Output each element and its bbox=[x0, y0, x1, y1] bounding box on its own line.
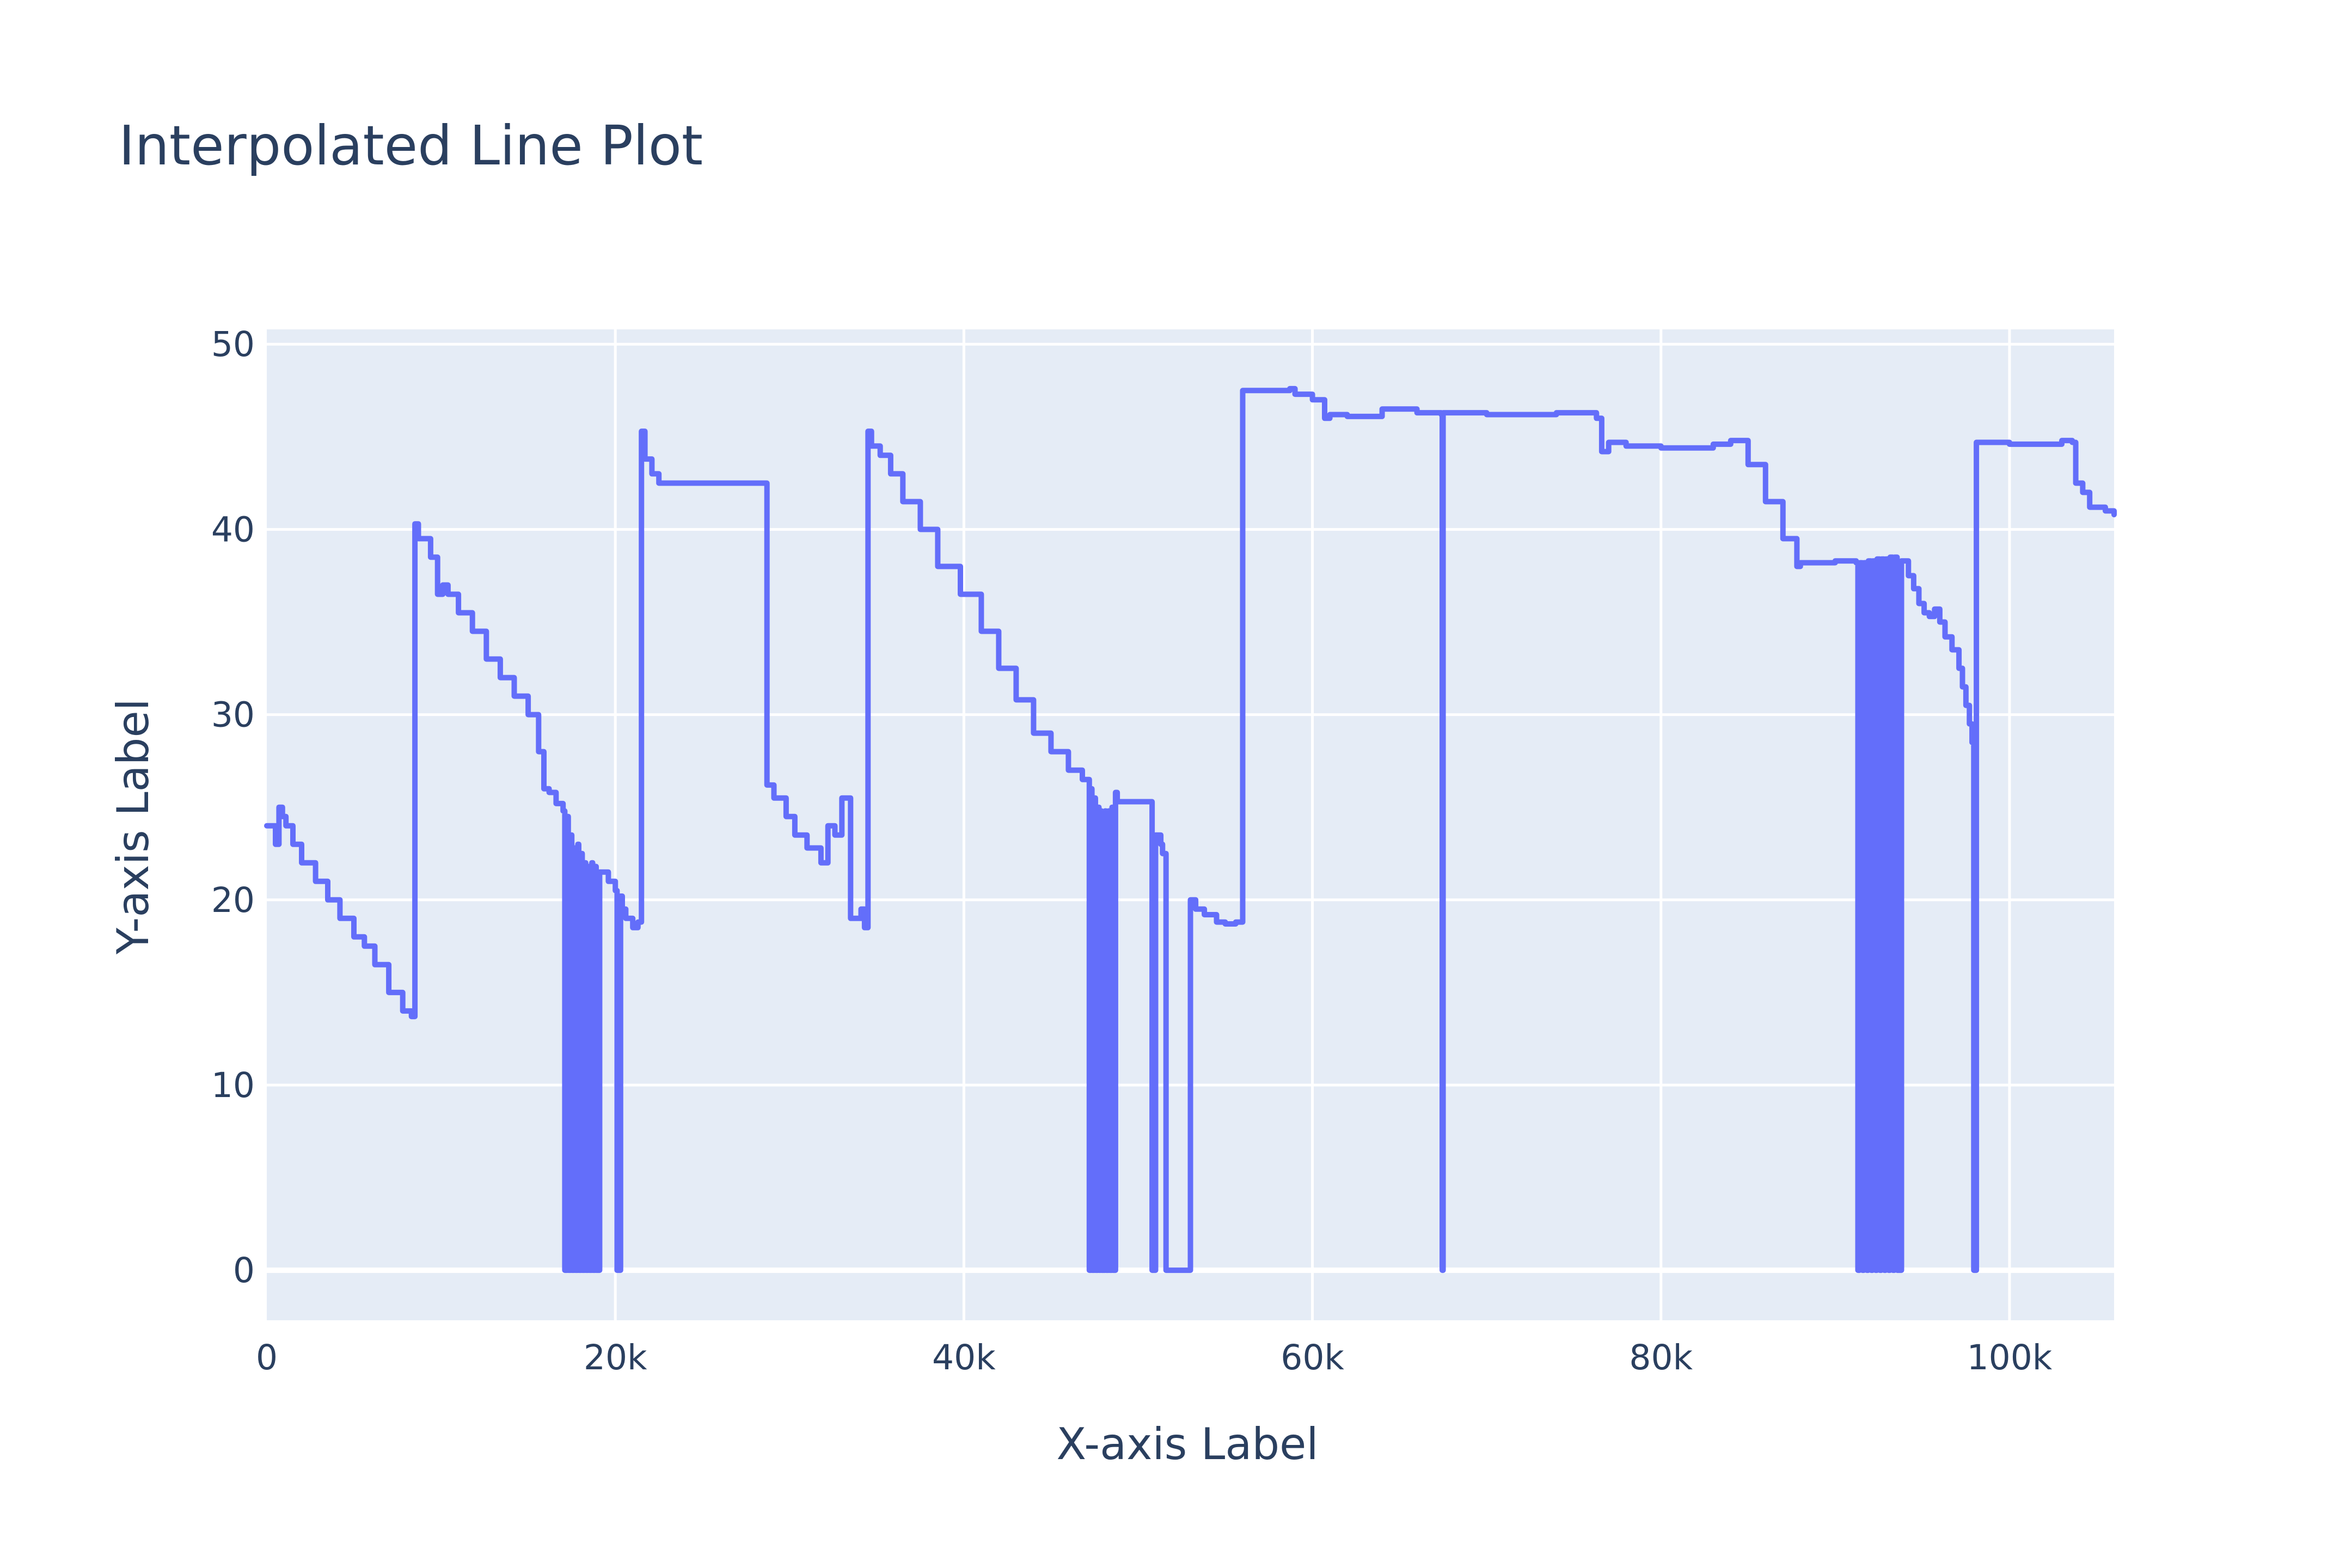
y-tick-label: 20 bbox=[211, 880, 255, 920]
y-axis-ticks: 0 10 20 30 40 50 bbox=[211, 324, 255, 1290]
chart-title: Interpolated Line Plot bbox=[119, 114, 703, 177]
x-tick-label: 0 bbox=[256, 1338, 278, 1377]
x-tick-label: 60k bbox=[1281, 1338, 1344, 1377]
series-line bbox=[264, 385, 2117, 1273]
x-tick-label: 100k bbox=[1967, 1338, 2053, 1377]
y-tick-label: 30 bbox=[211, 695, 255, 735]
series-layer bbox=[264, 385, 2117, 1273]
x-tick-label: 40k bbox=[932, 1338, 996, 1377]
x-tick-label: 20k bbox=[584, 1338, 647, 1377]
y-tick-label: 50 bbox=[211, 324, 255, 364]
x-axis-ticks: 0 20k 40k 60k 80k 100k bbox=[256, 1338, 2053, 1377]
y-tick-label: 10 bbox=[211, 1065, 255, 1105]
y-tick-label: 40 bbox=[211, 510, 255, 549]
x-axis-title: X-axis Label bbox=[1056, 1419, 1318, 1469]
y-tick-label: 0 bbox=[233, 1251, 255, 1290]
y-axis-title: Y-axis Label bbox=[108, 699, 158, 955]
x-tick-label: 80k bbox=[1629, 1338, 1693, 1377]
